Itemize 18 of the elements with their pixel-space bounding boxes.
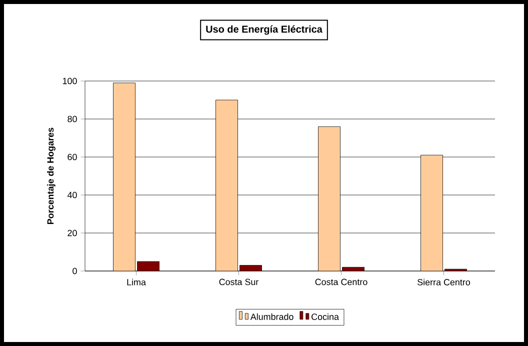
y-tick-label: 40 [67,192,77,198]
y-tick-label: 100 [62,78,77,84]
bar [216,100,238,271]
bar [113,82,136,271]
x-tick-label: Lima [127,278,146,286]
x-tick-label: Costa Centro [315,278,368,286]
y-tick-label: 60 [68,154,77,160]
y-tick-label: 80 [68,116,77,122]
legend-label: Cocina [312,313,339,320]
legend-label: Alumbrado [250,313,294,320]
bar [318,126,340,271]
x-tick-label: Sierra Centro [418,278,470,286]
y-axis-title: Porcentaje de Hogares [47,128,56,224]
x-tick-label: Costa Sur [219,278,259,286]
y-tick-label: 0 [72,268,77,274]
bar [420,154,443,271]
y-tick-label: 20 [68,230,77,236]
chart-title: Uso de Energía Eléctrica [206,25,322,35]
